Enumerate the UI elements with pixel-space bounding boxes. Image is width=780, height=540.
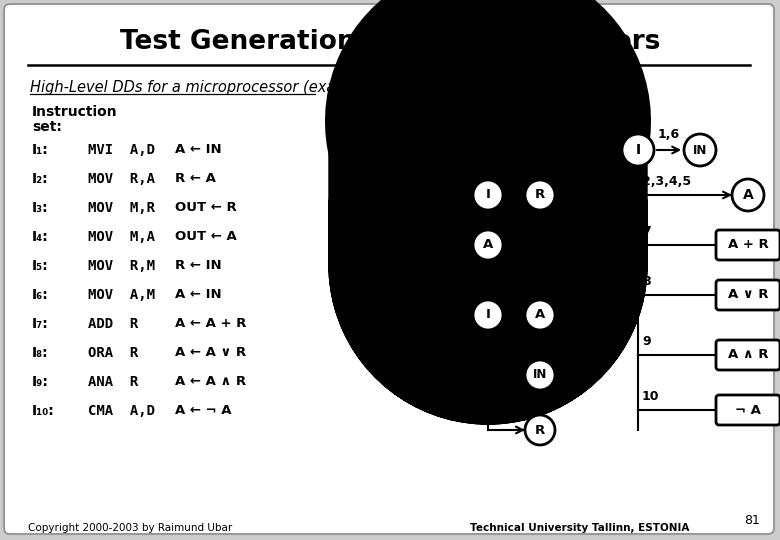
Text: R: R bbox=[443, 308, 453, 321]
FancyBboxPatch shape bbox=[716, 340, 780, 370]
FancyBboxPatch shape bbox=[716, 230, 780, 260]
Circle shape bbox=[525, 415, 555, 445]
Circle shape bbox=[473, 300, 503, 330]
Text: A: A bbox=[743, 188, 753, 202]
Text: A: A bbox=[535, 308, 545, 321]
Text: R ← A: R ← A bbox=[175, 172, 216, 185]
Text: IN: IN bbox=[693, 144, 707, 157]
Text: R ← IN: R ← IN bbox=[175, 259, 222, 272]
Text: DD-model of the: DD-model of the bbox=[415, 105, 544, 119]
Text: OUT ← R: OUT ← R bbox=[175, 201, 237, 214]
Text: A: A bbox=[483, 239, 493, 252]
Text: I₉:: I₉: bbox=[32, 375, 49, 389]
Text: MOV  A,M: MOV A,M bbox=[88, 288, 155, 302]
Text: ¬ A: ¬ A bbox=[735, 403, 761, 416]
Text: 4: 4 bbox=[493, 213, 502, 226]
Text: High-Level DDs for a microprocessor (example):: High-Level DDs for a microprocessor (exa… bbox=[30, 80, 383, 95]
Text: OUT: OUT bbox=[443, 188, 472, 201]
Text: A ← A + R: A ← A + R bbox=[175, 317, 246, 330]
Circle shape bbox=[525, 360, 555, 390]
Text: OUT ← A: OUT ← A bbox=[175, 230, 237, 243]
Text: 10: 10 bbox=[642, 390, 660, 403]
Text: 1,6: 1,6 bbox=[658, 128, 680, 141]
Text: 2: 2 bbox=[509, 294, 519, 307]
Text: ANA  R: ANA R bbox=[88, 375, 138, 389]
Text: Copyright 2000-2003 by Raimund Ubar: Copyright 2000-2003 by Raimund Ubar bbox=[28, 523, 232, 533]
Text: 7: 7 bbox=[642, 225, 651, 238]
FancyBboxPatch shape bbox=[716, 395, 780, 425]
Text: Technical University Tallinn, ESTONIA: Technical University Tallinn, ESTONIA bbox=[470, 523, 690, 533]
Text: A ← A ∨ R: A ← A ∨ R bbox=[175, 346, 246, 359]
Text: A ← A ∧ R: A ← A ∧ R bbox=[175, 375, 246, 388]
Text: ADD  R: ADD R bbox=[88, 317, 138, 331]
Text: I₂:: I₂: bbox=[32, 172, 48, 186]
FancyBboxPatch shape bbox=[4, 4, 774, 534]
Text: A ∨ R: A ∨ R bbox=[728, 288, 768, 301]
Text: A ← IN: A ← IN bbox=[175, 143, 222, 156]
Text: MVI  A,D: MVI A,D bbox=[88, 143, 155, 157]
Text: I₄:: I₄: bbox=[32, 230, 48, 244]
Circle shape bbox=[525, 300, 555, 330]
Text: R: R bbox=[535, 423, 545, 436]
Text: 8: 8 bbox=[642, 275, 651, 288]
Text: CMA  A,D: CMA A,D bbox=[88, 404, 155, 418]
Text: I₈:: I₈: bbox=[32, 346, 48, 360]
Text: Instruction: Instruction bbox=[32, 105, 118, 119]
Text: IN: IN bbox=[533, 368, 548, 381]
Text: A ∧ R: A ∧ R bbox=[728, 348, 768, 361]
Text: I₃:: I₃: bbox=[32, 201, 48, 215]
Text: I: I bbox=[636, 143, 640, 157]
Text: I₆:: I₆: bbox=[32, 288, 48, 302]
Text: 1,3,4,6-10: 1,3,4,6-10 bbox=[493, 403, 557, 413]
Text: MOV  M,R: MOV M,R bbox=[88, 201, 155, 215]
Circle shape bbox=[622, 134, 654, 166]
Text: I: I bbox=[486, 308, 491, 321]
Text: 9: 9 bbox=[642, 335, 651, 348]
Text: MOV  R,M: MOV R,M bbox=[88, 259, 155, 273]
Text: A + R: A + R bbox=[728, 239, 768, 252]
Text: A ← IN: A ← IN bbox=[175, 288, 222, 301]
Text: set:: set: bbox=[32, 120, 62, 134]
Circle shape bbox=[473, 180, 503, 210]
Text: I₁:: I₁: bbox=[32, 143, 48, 157]
Text: I₅:: I₅: bbox=[32, 259, 48, 273]
Circle shape bbox=[473, 230, 503, 260]
Circle shape bbox=[525, 180, 555, 210]
Text: MOV  M,A: MOV M,A bbox=[88, 230, 155, 244]
Text: I₇:: I₇: bbox=[32, 317, 48, 331]
Circle shape bbox=[732, 179, 764, 211]
Text: 81: 81 bbox=[744, 514, 760, 526]
Text: Test Generation for Microprocessors: Test Generation for Microprocessors bbox=[120, 29, 660, 55]
Text: R: R bbox=[535, 188, 545, 201]
Text: MOV  R,A: MOV R,A bbox=[88, 172, 155, 186]
Text: A: A bbox=[583, 143, 594, 157]
Text: A ← ¬ A: A ← ¬ A bbox=[175, 404, 232, 417]
Circle shape bbox=[684, 134, 716, 166]
Text: 5: 5 bbox=[493, 347, 502, 360]
Text: I₁₀:: I₁₀: bbox=[32, 404, 55, 418]
Text: 3: 3 bbox=[509, 174, 519, 187]
Text: I: I bbox=[486, 188, 491, 201]
Text: microprocessor:: microprocessor: bbox=[415, 120, 541, 134]
Text: 2,3,4,5: 2,3,4,5 bbox=[642, 175, 691, 188]
Text: ORA  R: ORA R bbox=[88, 346, 138, 360]
FancyBboxPatch shape bbox=[716, 280, 780, 310]
